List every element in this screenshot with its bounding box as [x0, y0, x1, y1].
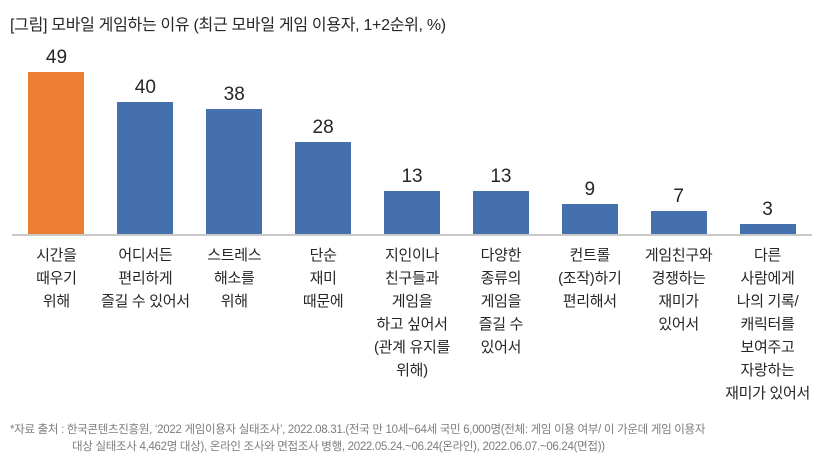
- category-label: 어디서든 편리하게 즐길 수 있어서: [100, 247, 190, 310]
- bar: [117, 102, 174, 234]
- category-column: 다른 사람에게 나의 기록/ 캐릭터를 보여주고 자랑하는 재미가 있어서: [723, 244, 812, 402]
- category-label: 스트레스 해소를 위해: [207, 247, 262, 310]
- bar: [384, 191, 440, 234]
- category-label: 게임친구와 경쟁하는 재미가 있어서: [644, 247, 713, 333]
- category-label: 다양한 종류의 게임을 즐길 수 있어서: [478, 247, 524, 356]
- bar-value-label: 40: [134, 77, 156, 98]
- bar-chart-plot-area: 49 40 38 28 13 13 9 7 3: [12, 48, 812, 236]
- category-column: 어디서든 편리하게 즐길 수 있어서: [101, 244, 190, 310]
- category-label: 지인이나 친구들과 게임을 하고 싶어서 (관계 유지를 위해): [373, 247, 451, 379]
- bar-column: 40: [101, 52, 190, 234]
- bar-column: 13: [456, 52, 545, 234]
- category-label: 단순 재미 때문에: [302, 247, 344, 310]
- bar: [561, 204, 618, 234]
- bar-value-label: 38: [223, 84, 245, 105]
- bar: [295, 142, 352, 234]
- source-note-line1: *자료 출처 : 한국콘텐츠진흥원, ‘2022 게임이용자 실태조사’, 20…: [10, 424, 706, 436]
- bar: [650, 211, 707, 234]
- figure-title: [그림] 모바일 게임하는 이유 (최근 모바일 게임 이용자, 1+2순위, …: [10, 17, 446, 34]
- category-column: 스트레스 해소를 위해: [190, 244, 279, 310]
- bar-column: 38: [190, 52, 279, 234]
- bar-value-label: 7: [673, 186, 684, 207]
- source-note: *자료 출처 : 한국콘텐츠진흥원, ‘2022 게임이용자 실태조사’, 20…: [10, 422, 830, 456]
- bar-value-label: 3: [762, 199, 773, 220]
- category-label: 컨트롤 (조작)하기 편리해서: [558, 247, 622, 310]
- bar-value-label: 13: [401, 166, 423, 187]
- category-label: 시간을 때우기 위해: [36, 247, 77, 310]
- bar-column: 13: [368, 52, 457, 234]
- category-column: 게임친구와 경쟁하는 재미가 있어서: [634, 244, 723, 333]
- bar-value-label: 9: [584, 179, 596, 200]
- bar-column: 7: [634, 52, 723, 234]
- bar: [206, 109, 263, 234]
- category-column: 시간을 때우기 위해: [12, 244, 101, 310]
- bar-column: 3: [723, 52, 812, 234]
- bar: [739, 224, 796, 234]
- category-column: 지인이나 친구들과 게임을 하고 싶어서 (관계 유지를 위해): [368, 244, 457, 379]
- source-note-line2: 대상 실태조사 4,462명 대상), 온라인 조사와 면접조사 병행, 202…: [72, 441, 605, 453]
- category-column: 다양한 종류의 게임을 즐길 수 있어서: [456, 244, 545, 356]
- bar: [472, 191, 529, 234]
- bar-value-label: 13: [490, 166, 512, 187]
- category-axis: 시간을 때우기 위해 어디서든 편리하게 즐길 수 있어서 스트레스 해소를 위해 단…: [12, 244, 812, 402]
- bar: [28, 72, 85, 234]
- category-label: 다른 사람에게 나의 기록/ 캐릭터를 보여주고 자랑하는 재미가 있어서: [725, 247, 810, 402]
- bar-column: 9: [545, 52, 634, 234]
- bar-value-label: 28: [312, 117, 334, 138]
- bar-column: 28: [279, 52, 368, 234]
- bar-column: 49: [12, 48, 101, 234]
- bar-value-label: 49: [45, 47, 68, 68]
- category-column: 컨트롤 (조작)하기 편리해서: [545, 244, 634, 310]
- category-column: 단순 재미 때문에: [279, 244, 368, 310]
